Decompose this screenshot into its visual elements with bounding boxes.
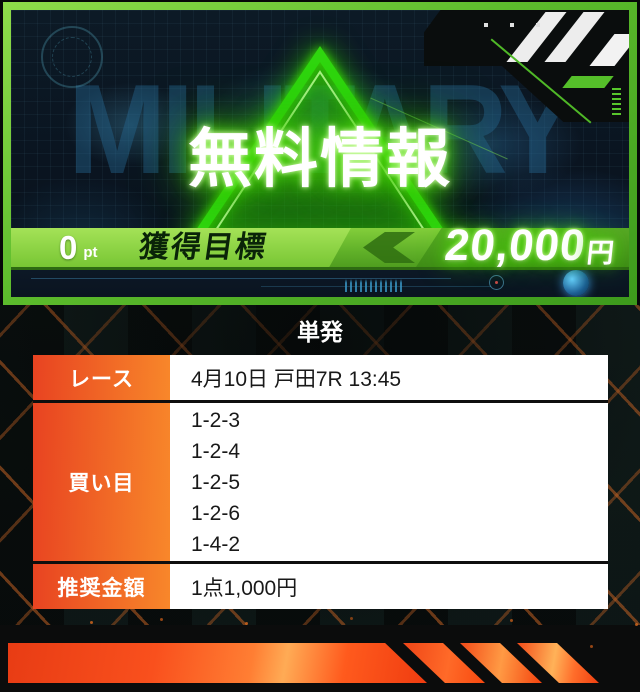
military-watermark-text: MILITARY [11, 57, 629, 204]
hud-dots [484, 23, 488, 27]
amount-backdrop [416, 228, 629, 267]
points-unit: pt [83, 244, 98, 261]
table-row-race: レース 4月10日 戸田7R 13:45 [33, 355, 608, 400]
race-value: 4月10日 戸田7R 13:45 [170, 355, 608, 400]
gauge-icon [41, 26, 103, 88]
goal-amount-value: 20,000 [442, 221, 589, 270]
circuit-line [31, 278, 451, 279]
bet-item: 1-2-6 [191, 501, 241, 525]
tech-strip-decoration [11, 270, 629, 297]
hud-dashes [612, 88, 621, 90]
equalizer-icon [345, 279, 403, 292]
race-info-section: 単発 レース 4月10日 戸田7R 13:45 買い目 1-2-3 1-2-4 … [0, 305, 640, 625]
race-info-table: レース 4月10日 戸田7R 13:45 買い目 1-2-3 1-2-4 1-2… [33, 355, 608, 609]
row-label-bets: 買い目 [33, 403, 170, 561]
footer-bar [8, 643, 427, 683]
points-display: 0 pt [59, 228, 98, 267]
amount-value: 1点1,000円 [170, 564, 608, 609]
chevron-icon [363, 232, 415, 263]
banner-title: 無料情報 [188, 123, 452, 195]
bet-item: 1-4-2 [191, 532, 241, 556]
footer [0, 621, 640, 692]
row-label-amount: 推奨金額 [33, 564, 170, 609]
points-goal-bar: 0 pt 獲得目標 20,000 円 [11, 221, 629, 270]
goal-amount: 20,000 円 [442, 221, 618, 270]
globe-icon [563, 270, 589, 296]
bet-item: 1-2-4 [191, 439, 241, 463]
goal-label: 獲得目標 [136, 231, 270, 264]
section-title: 単発 [297, 319, 343, 345]
bar-highlight [11, 228, 351, 267]
table-row-bets: 買い目 1-2-3 1-2-4 1-2-5 1-2-6 1-4-2 [33, 400, 608, 561]
hud-corner-decoration [370, 10, 629, 160]
table-row-amount: 推奨金額 1点1,000円 [33, 561, 608, 609]
speckle-dots [90, 621, 93, 624]
bet-item: 1-2-3 [191, 408, 241, 432]
points-value: 0 [59, 228, 78, 266]
goal-amount-currency: 円 [585, 237, 616, 268]
free-info-banner[interactable]: MILITARY 無料情報 [3, 2, 637, 305]
banner-inner: MILITARY 無料情報 [11, 10, 629, 297]
ring-icon [489, 275, 504, 290]
bet-item: 1-2-5 [191, 470, 241, 494]
row-label-race: レース [33, 355, 170, 400]
bets-list: 1-2-3 1-2-4 1-2-5 1-2-6 1-4-2 [170, 403, 608, 561]
